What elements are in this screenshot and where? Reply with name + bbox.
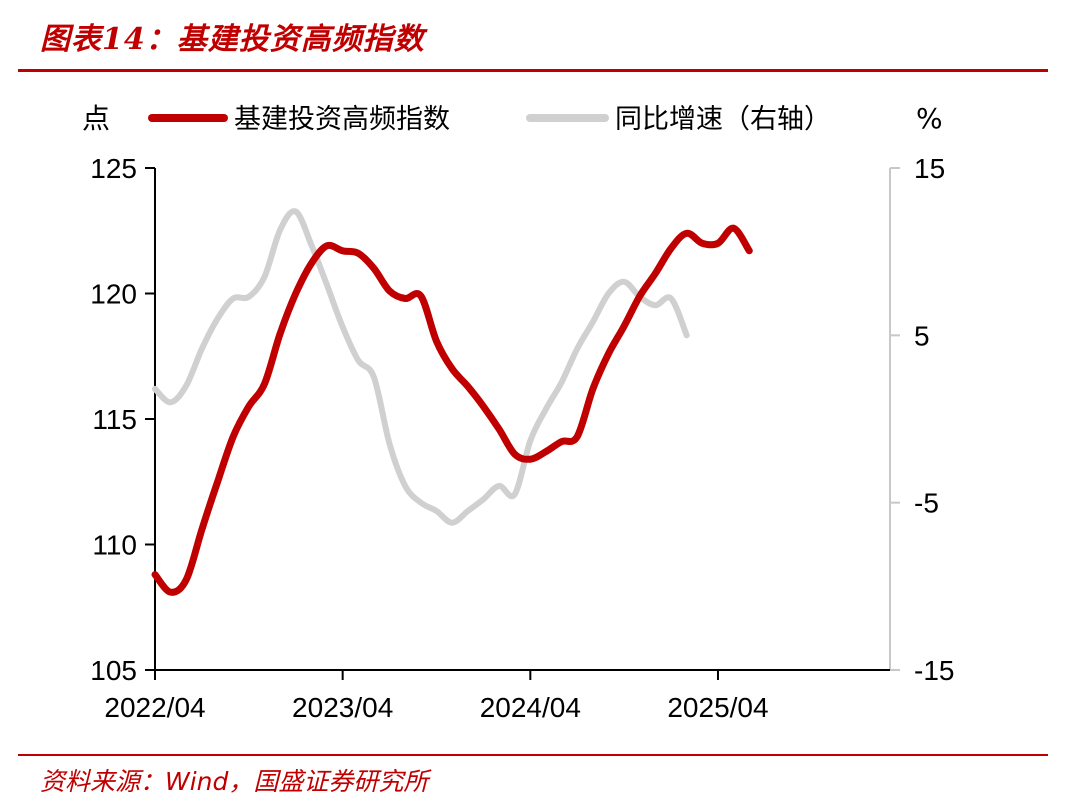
right-axis-tick-label: 5: [914, 320, 930, 351]
left-axis-tick-label: 110: [92, 530, 137, 561]
legend-label-index: 基建投资高频指数: [234, 104, 450, 135]
chart-axes: 125 120 115 110 105 15 5 -5 -15 2022/04 2023/04 202…: [82, 102, 954, 723]
x-axis-tick-label: 2024/04: [480, 692, 581, 723]
right-axis-tick-label: -15: [914, 655, 954, 686]
page-title: 图表14：基建投资高频指数: [40, 22, 425, 57]
title-divider: [18, 69, 1048, 72]
left-axis-tick-label: 125: [90, 153, 137, 184]
legend-label-yoy: 同比增速（右轴）: [615, 104, 831, 135]
left-axis-tick-label: 115: [92, 404, 137, 435]
series-line-index: [151, 224, 753, 596]
source-divider: [18, 754, 1048, 756]
left-axis-tick-label: 105: [90, 655, 137, 686]
line-chart: 基建投资高频指数 同比增速（右轴） 125 120 115 110 105 15 5 -5 -15…: [82, 102, 954, 723]
right-axis-tick-label: -5: [914, 488, 939, 519]
series-line-yoy: [152, 208, 690, 526]
left-axis-tick-label: 120: [90, 279, 137, 310]
plot-area: [151, 208, 753, 596]
right-axis-unit: %: [916, 102, 943, 135]
left-axis-unit: 点: [82, 102, 110, 135]
x-axis-tick-label: 2023/04: [292, 692, 393, 723]
source-note: 资料来源：Wind，国盛证券研究所: [40, 767, 429, 796]
x-axis-tick-label: 2025/04: [667, 692, 768, 723]
chart-legend: 基建投资高频指数 同比增速（右轴）: [148, 104, 831, 135]
right-axis-tick-label: 15: [914, 153, 945, 184]
x-axis-tick-label: 2022/04: [104, 692, 205, 723]
